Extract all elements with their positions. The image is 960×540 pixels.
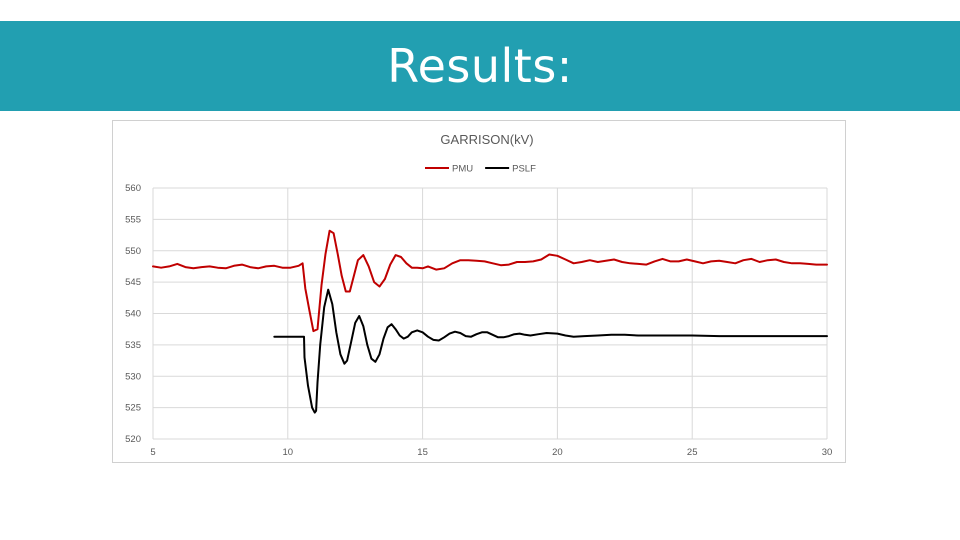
series-line-pmu [152,229,828,333]
y-tick-label: 535 [125,340,141,351]
y-tick-label: 560 [125,183,141,194]
series-lines [152,229,828,414]
x-tick-label: 20 [552,447,563,458]
title-banner: Results: [0,21,960,111]
chart-frame: GARRISON(kV) PMU PSLF 520 525 530 535 540 545 5… [112,120,846,463]
x-tick-label: 10 [283,447,294,458]
y-tick-label: 525 [125,403,141,414]
legend-item-pslf: PSLF [485,164,536,175]
slide-title: Results: [387,39,573,93]
y-tick-label: 530 [125,371,141,382]
y-tick-label: 540 [125,309,141,320]
y-axis-tick-labels: 520 525 530 535 540 545 550 555 560 [125,183,141,445]
y-tick-label: 550 [125,246,141,257]
series-line-pslf [273,288,828,414]
x-tick-label: 15 [417,447,428,458]
legend-label: PMU [452,164,473,175]
gridlines [152,187,828,440]
line-chart: GARRISON(kV) PMU PSLF 5205255305355405455… [125,132,832,458]
x-axis-tick-labels: 5 10 15 20 25 30 [150,447,832,458]
x-tick-label: 5 [150,447,155,458]
y-tick-label: 520 [125,434,141,445]
y-tick-label: 555 [125,214,141,225]
y-tick-label: 545 [125,277,141,288]
legend: PMU PSLF [425,164,536,175]
legend-item-pmu: PMU [425,164,473,175]
x-tick-label: 25 [687,447,698,458]
legend-label: PSLF [512,164,536,175]
x-tick-label: 30 [822,447,833,458]
chart-title: GARRISON(kV) [440,132,533,147]
